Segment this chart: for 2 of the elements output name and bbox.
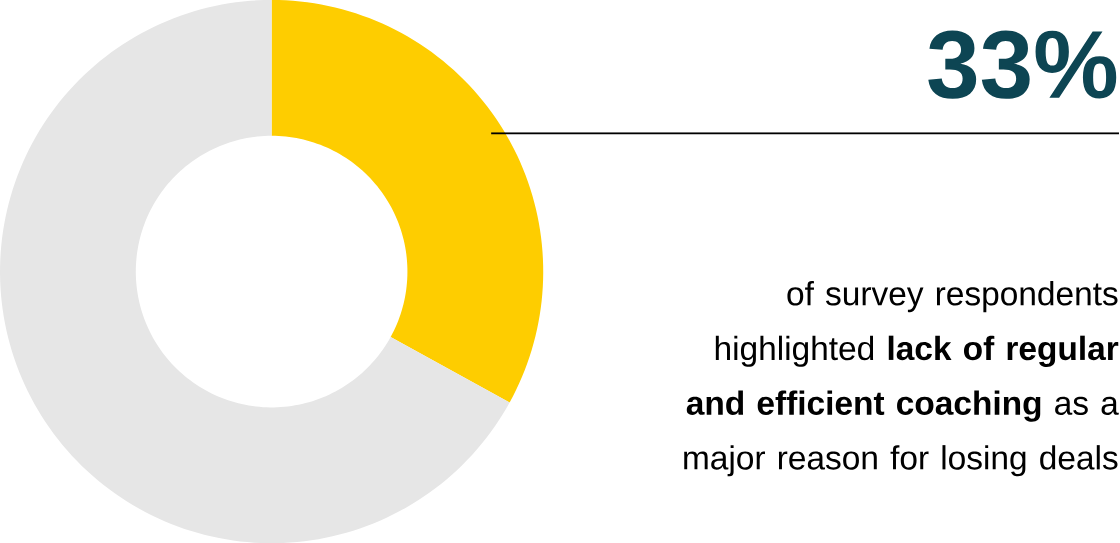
text: of survey respondents highlighted lack of regular and efficient coaching as a major reason for losing deals — [684, 280, 1119, 477]
data-label: 33% — [928, 30, 1117, 99]
